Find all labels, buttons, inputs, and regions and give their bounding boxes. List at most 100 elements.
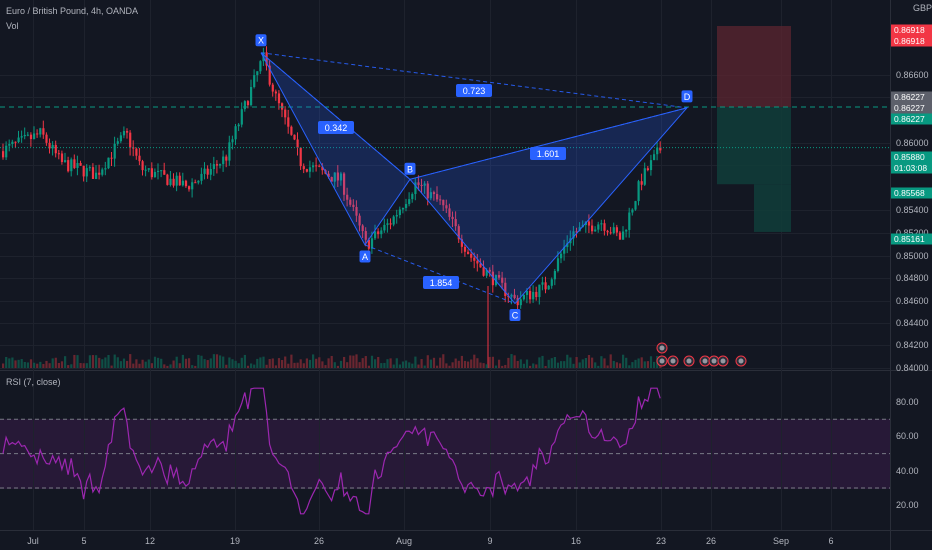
candle-body	[383, 224, 386, 231]
price-tag: 0.86227	[894, 114, 925, 124]
volume-bar	[277, 358, 281, 368]
ratio-label: 0.723	[463, 86, 486, 96]
candle-body	[566, 243, 569, 248]
volume-bar	[346, 362, 349, 368]
volume-bar	[178, 363, 181, 368]
pattern-point-bg	[509, 309, 521, 322]
candle-body	[175, 175, 178, 186]
volume-bar	[312, 354, 315, 368]
volume-bar	[228, 357, 231, 368]
target-zone-1	[717, 107, 791, 185]
candle-body	[451, 216, 454, 220]
candle-body	[411, 194, 414, 200]
volume-bar	[498, 359, 501, 368]
candle-body	[240, 109, 243, 125]
time-tick: 6	[828, 536, 833, 546]
candle-body	[85, 168, 88, 177]
price-tag-bg	[891, 35, 932, 47]
volume-bar	[516, 360, 519, 368]
volume-bar	[634, 359, 637, 368]
candle-body	[553, 270, 556, 280]
candle-body	[606, 230, 609, 233]
candle-body	[206, 168, 209, 175]
volume-bar	[482, 363, 485, 368]
volume-bar	[237, 363, 240, 368]
volume-bar	[188, 358, 191, 368]
candle-body	[457, 226, 460, 240]
symbol-legend[interactable]: Euro / British Pound, 4h, OANDA	[6, 6, 139, 16]
candle-body	[315, 165, 318, 167]
volume-bar	[429, 359, 432, 368]
candle-body	[473, 257, 476, 261]
candle-body	[26, 134, 29, 136]
volume-legend[interactable]: Vol	[6, 21, 19, 31]
volume-bar	[572, 363, 575, 368]
candle-body	[8, 143, 11, 146]
candle-body	[355, 206, 358, 216]
candle-body	[231, 139, 234, 143]
volume-bar	[615, 362, 618, 368]
candle-body	[104, 168, 107, 170]
price-tick: 0.86000	[896, 138, 929, 148]
candle-body	[429, 192, 432, 199]
candle-body	[513, 294, 516, 299]
price-tag-bg	[891, 24, 932, 36]
volume-bar	[451, 362, 454, 368]
candle-body	[222, 156, 225, 165]
candle-body	[237, 124, 240, 127]
volume-bar	[618, 363, 622, 368]
volume-bar	[532, 363, 535, 368]
volume-bar	[296, 362, 299, 368]
price-tag: 01:03:08	[894, 163, 927, 173]
candle-body	[572, 231, 575, 239]
time-tick: Jul	[27, 536, 39, 546]
rsi-tick: 80.00	[896, 397, 919, 407]
candle-body	[79, 162, 82, 166]
volume-bar	[101, 359, 104, 368]
pattern-point-bg	[255, 34, 267, 47]
candle-body	[401, 207, 405, 210]
pattern-point-label: B	[407, 164, 413, 174]
candle-body	[470, 253, 473, 258]
candle-body	[98, 172, 101, 175]
candle-body	[181, 180, 184, 186]
volume-bar	[191, 365, 194, 368]
volume-bar	[501, 365, 504, 368]
candle-body	[281, 103, 284, 110]
candle-body	[110, 157, 113, 159]
candle-body	[209, 169, 212, 175]
pattern-point-label: X	[258, 36, 264, 46]
candle-body	[392, 216, 395, 225]
time-tick: Aug	[396, 536, 412, 546]
volume-bar	[504, 364, 507, 368]
candle-body	[485, 269, 488, 276]
candle-body	[153, 171, 157, 178]
volume-bar	[157, 357, 160, 368]
volume-bar	[637, 358, 640, 368]
volume-bar	[327, 358, 330, 368]
price-tag-bg	[891, 233, 932, 245]
candle-body	[160, 170, 163, 172]
volume-bar	[324, 365, 327, 368]
pattern-ratio-line	[260, 52, 688, 109]
candle-body	[200, 173, 203, 181]
volume-bar	[147, 359, 150, 368]
volume-bar	[591, 357, 594, 368]
candle-body	[246, 101, 250, 106]
volume-bar	[491, 356, 494, 368]
candle-body	[597, 224, 600, 230]
volume-bar	[166, 365, 169, 368]
volume-bar	[240, 357, 243, 368]
rsi-legend[interactable]: RSI (7, close)	[6, 377, 61, 387]
candle-body	[54, 144, 57, 154]
candle-body	[95, 172, 98, 179]
volume-bar	[91, 355, 95, 368]
volume-bar	[39, 361, 42, 368]
price-tag-bg	[891, 91, 932, 103]
candle-body	[377, 231, 380, 235]
volume-bar	[104, 357, 107, 368]
candle-body	[479, 263, 482, 268]
candle-body	[119, 135, 122, 142]
price-tick: 0.85000	[896, 251, 929, 261]
